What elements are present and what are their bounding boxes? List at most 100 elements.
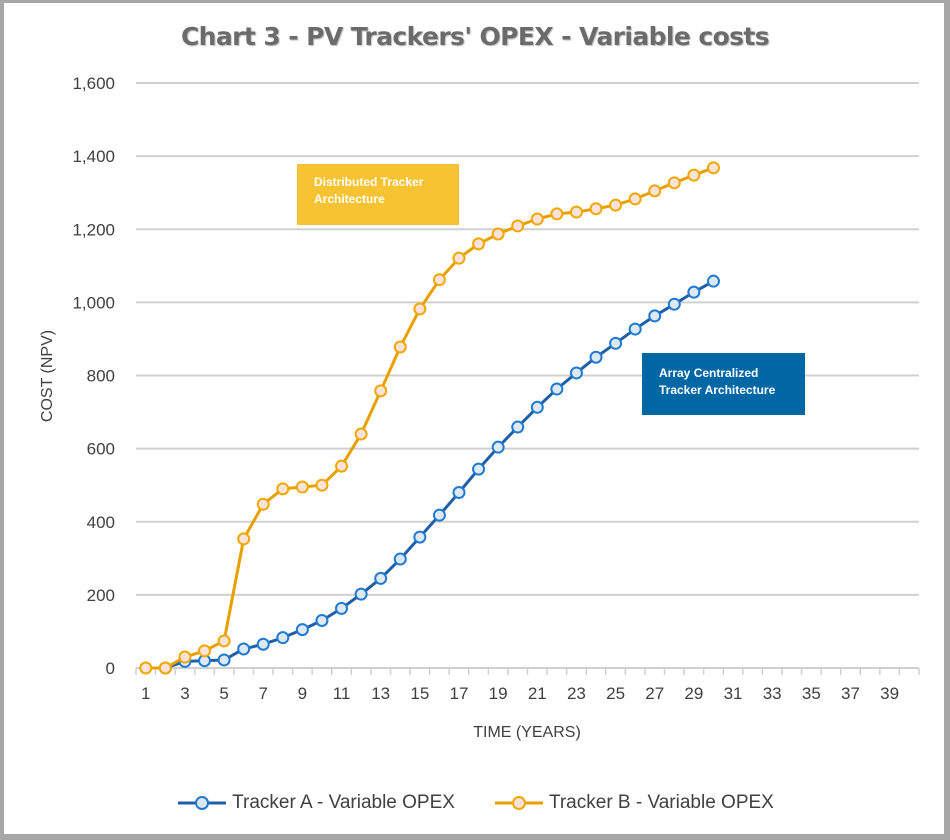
data-point[interactable] bbox=[648, 309, 662, 323]
data-point[interactable] bbox=[550, 207, 564, 221]
x-tick-label: 35 bbox=[802, 684, 821, 703]
data-point[interactable] bbox=[472, 237, 486, 251]
x-tick-label: 19 bbox=[489, 684, 508, 703]
data-point[interactable] bbox=[198, 644, 212, 658]
data-point[interactable] bbox=[472, 462, 486, 476]
data-point[interactable] bbox=[413, 302, 427, 316]
data-point[interactable] bbox=[315, 478, 329, 492]
data-point[interactable] bbox=[276, 631, 290, 645]
x-axis-title: TIME (YEARS) bbox=[473, 724, 581, 741]
x-tick-label: 9 bbox=[298, 684, 307, 703]
x-tick-label: 5 bbox=[219, 684, 228, 703]
data-point[interactable] bbox=[374, 384, 388, 398]
x-tick-label: 21 bbox=[528, 684, 547, 703]
x-tick-label: 17 bbox=[450, 684, 469, 703]
data-point[interactable] bbox=[178, 650, 192, 664]
y-tick-label: 600 bbox=[87, 440, 115, 459]
data-point[interactable] bbox=[432, 273, 446, 287]
data-point[interactable] bbox=[393, 340, 407, 354]
data-point[interactable] bbox=[217, 634, 231, 648]
data-point[interactable] bbox=[628, 192, 642, 206]
data-point[interactable] bbox=[609, 198, 623, 212]
x-tick-label: 25 bbox=[606, 684, 625, 703]
data-point[interactable] bbox=[511, 219, 525, 233]
data-point[interactable] bbox=[628, 322, 642, 336]
data-point[interactable] bbox=[667, 176, 681, 190]
data-point[interactable] bbox=[139, 661, 153, 675]
x-tick-label: 29 bbox=[684, 684, 703, 703]
annotation-line: Tracker Architecture bbox=[659, 383, 776, 397]
data-point[interactable] bbox=[511, 420, 525, 434]
y-tick-label: 1,400 bbox=[72, 147, 115, 166]
data-point[interactable] bbox=[237, 532, 251, 546]
data-point[interactable] bbox=[687, 168, 701, 182]
data-point[interactable] bbox=[569, 366, 583, 380]
data-point[interactable] bbox=[491, 440, 505, 454]
legend-label: Tracker B - Variable OPEX bbox=[548, 792, 774, 813]
data-point[interactable] bbox=[530, 400, 544, 414]
y-tick-label: 1,600 bbox=[72, 74, 115, 93]
chart-title: Chart 3 - PV Trackers' OPEX - Variable c… bbox=[180, 22, 770, 51]
data-point[interactable] bbox=[335, 601, 349, 615]
annotation-line: Distributed Tracker bbox=[314, 175, 424, 189]
annotation-line: Architecture bbox=[314, 192, 385, 206]
y-tick-label: 200 bbox=[87, 586, 115, 605]
data-point[interactable] bbox=[256, 637, 270, 651]
data-point[interactable] bbox=[374, 571, 388, 585]
series-tracker-b bbox=[139, 161, 720, 675]
data-point[interactable] bbox=[335, 459, 349, 473]
data-point[interactable] bbox=[687, 285, 701, 299]
data-point[interactable] bbox=[706, 274, 720, 288]
data-point[interactable] bbox=[295, 480, 309, 494]
x-tick-label: 3 bbox=[180, 684, 189, 703]
legend-marker-tracker-b-icon bbox=[494, 796, 543, 810]
data-point[interactable] bbox=[491, 227, 505, 241]
x-tick-label: 23 bbox=[567, 684, 586, 703]
data-point[interactable] bbox=[413, 530, 427, 544]
x-tick-label: 39 bbox=[880, 684, 899, 703]
data-point[interactable] bbox=[354, 427, 368, 441]
data-point[interactable] bbox=[295, 623, 309, 637]
x-tick-label: 1 bbox=[141, 684, 150, 703]
legend: Tracker A - Variable OPEX Tracker B - Va… bbox=[0, 792, 950, 814]
annotation-line: Array Centralized bbox=[659, 366, 759, 380]
legend-item-tracker-a[interactable]: Tracker A - Variable OPEX bbox=[176, 792, 455, 814]
x-tick-label: 31 bbox=[724, 684, 743, 703]
data-point[interactable] bbox=[550, 382, 564, 396]
data-point[interactable] bbox=[452, 486, 466, 499]
data-point[interactable] bbox=[217, 653, 231, 667]
legend-item-tracker-b[interactable]: Tracker B - Variable OPEX bbox=[493, 792, 774, 814]
data-point[interactable] bbox=[609, 336, 623, 350]
data-point[interactable] bbox=[158, 661, 172, 675]
data-point[interactable] bbox=[589, 350, 603, 364]
y-tick-label: 400 bbox=[87, 513, 115, 532]
y-tick-label: 1,000 bbox=[72, 293, 115, 312]
gridlines bbox=[136, 82, 919, 596]
data-point[interactable] bbox=[667, 297, 681, 311]
series-line bbox=[164, 279, 715, 670]
data-point[interactable] bbox=[432, 508, 446, 522]
y-tick-label: 800 bbox=[87, 367, 115, 386]
data-point[interactable] bbox=[530, 212, 544, 226]
data-point[interactable] bbox=[706, 161, 720, 175]
y-tick-label: 1,200 bbox=[72, 220, 115, 239]
data-point[interactable] bbox=[237, 642, 251, 656]
data-point[interactable] bbox=[393, 552, 407, 566]
x-tick-label: 7 bbox=[259, 684, 268, 703]
x-tick-label: 37 bbox=[841, 684, 860, 703]
data-point[interactable] bbox=[354, 587, 368, 601]
data-point[interactable] bbox=[315, 613, 329, 627]
data-point[interactable] bbox=[276, 482, 290, 496]
x-axis: 1 3 5 7 9 11 13 15 17 19 21 23 25 27 29 31 33 35 37 39 bbox=[135, 667, 920, 703]
data-point[interactable] bbox=[569, 205, 583, 219]
y-axis-title: COST (NPV) bbox=[39, 330, 56, 422]
data-point[interactable] bbox=[452, 251, 466, 265]
annotation-distributed-tracker: Distributed Tracker Architecture bbox=[297, 164, 459, 225]
data-point[interactable] bbox=[648, 184, 662, 198]
series-tracker-a bbox=[158, 274, 720, 675]
x-tick-label: 15 bbox=[410, 684, 429, 703]
data-point[interactable] bbox=[256, 497, 270, 511]
data-point[interactable] bbox=[589, 202, 603, 216]
